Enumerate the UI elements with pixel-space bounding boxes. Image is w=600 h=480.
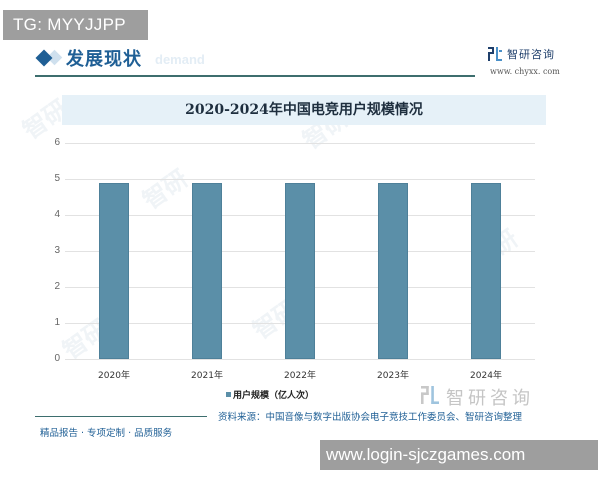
section-underline — [35, 75, 475, 77]
source-divider — [35, 416, 207, 417]
bar-2020年 — [99, 182, 129, 359]
x-axis-tick-label: 2021年 — [191, 371, 223, 381]
y-axis-tick-label: 1 — [54, 317, 60, 328]
chart-title-band: 2020-2024年中国电竞用户规模情况 — [62, 95, 546, 125]
watermark-text: 智研咨询 — [446, 388, 534, 409]
y-axis-tick-label: 5 — [54, 173, 60, 184]
data-source: 资料来源：中国音像与数字出版协会电子竞技工作委员会、智研咨询整理 — [218, 412, 523, 423]
footer-tagline: 精品报告 · 专项定制 · 品质服务 — [40, 428, 173, 439]
gridline — [65, 143, 535, 144]
x-axis-tick-label: 2020年 — [98, 371, 130, 381]
tg-overlay-badge: TG: MYYJJPP — [3, 10, 148, 40]
legend-swatch — [226, 391, 231, 397]
y-axis-tick-label: 4 — [54, 209, 60, 220]
gridline — [65, 179, 535, 180]
watermark-logo: 智研咨询 — [420, 384, 570, 409]
chart-legend: 用户规模（亿人次） — [226, 387, 314, 401]
y-axis-tick-label: 2 — [54, 281, 60, 292]
section-header: 发展现状 demand — [35, 44, 475, 77]
y-axis-tick-label: 0 — [54, 353, 60, 364]
brand-name: 智研咨询 — [507, 48, 555, 61]
brand-logo-block: 智研咨询 www. chyxx. com — [488, 46, 588, 82]
x-axis-tick-label: 2023年 — [377, 371, 409, 381]
brand-logo-icon — [488, 47, 502, 61]
x-axis-tick-label: 2024年 — [470, 371, 502, 381]
bar-2021年 — [192, 182, 222, 359]
gridline — [65, 359, 535, 360]
bar-2024年 — [471, 182, 501, 359]
y-axis-tick-label: 3 — [54, 245, 60, 256]
legend-label: 用户规模（亿人次） — [233, 390, 315, 401]
bar-2023年 — [378, 182, 408, 359]
watermark-logo-icon — [421, 386, 439, 404]
x-axis-tick-label: 2022年 — [284, 371, 316, 381]
bar-2022年 — [285, 182, 315, 359]
section-title: 发展现状 — [66, 49, 142, 70]
brand-url: www. chyxx. com — [490, 67, 560, 76]
section-ghost-text: demand — [155, 52, 205, 67]
y-axis-tick-label: 6 — [54, 137, 60, 148]
chart-title: 2020-2024年中国电竞用户规模情况 — [185, 102, 423, 118]
url-overlay-badge: www.login-sjczgames.com — [320, 440, 598, 470]
